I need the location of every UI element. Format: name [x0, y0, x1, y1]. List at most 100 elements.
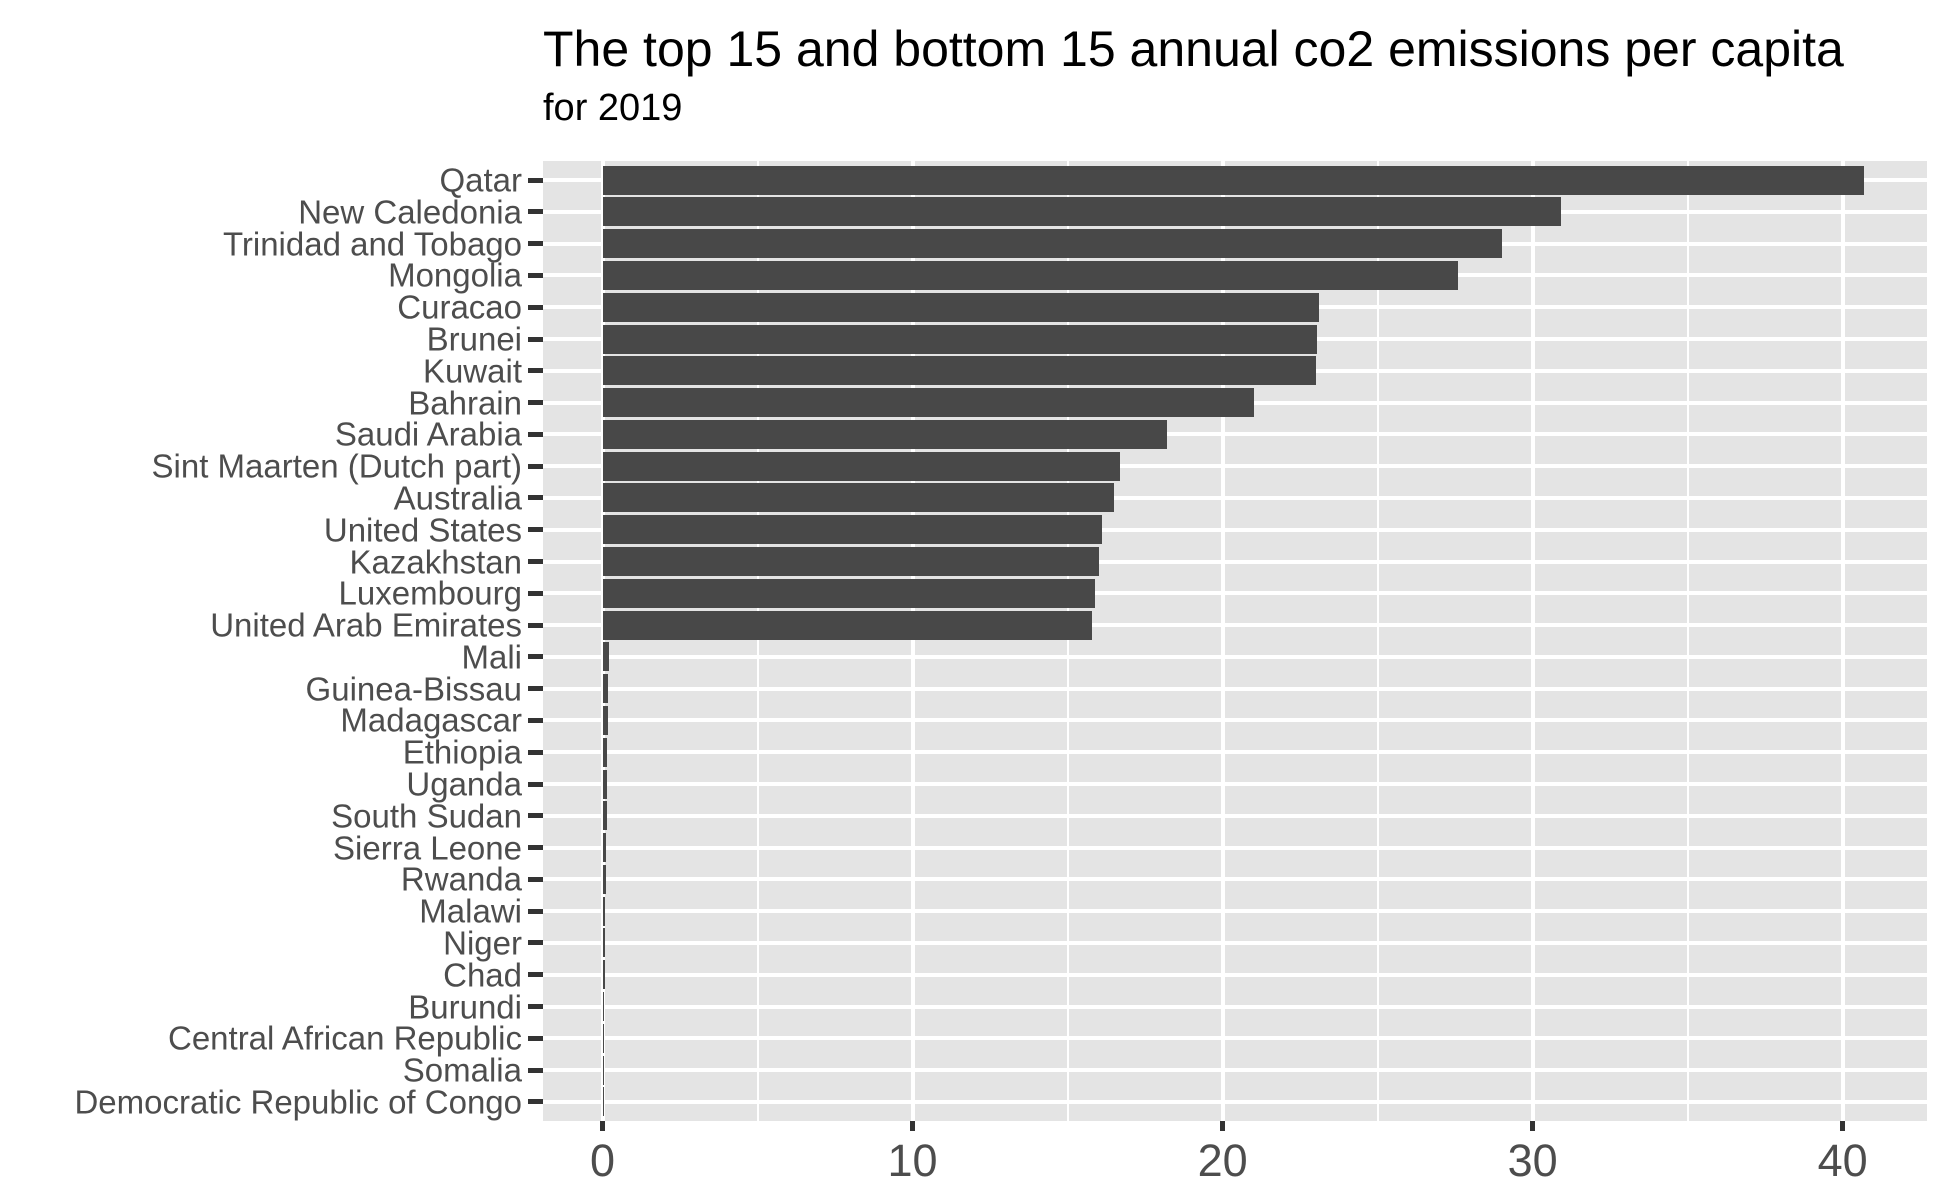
bar [602, 992, 605, 1022]
y-axis-tick [528, 845, 543, 851]
bar [602, 292, 1319, 322]
gridline-major-y [543, 1036, 1927, 1041]
y-axis-tick [528, 304, 543, 310]
bar [602, 1087, 604, 1117]
y-axis-label: Madagascar [340, 701, 522, 739]
y-axis-tick [528, 527, 543, 533]
gridline-major-y [543, 654, 1927, 659]
bar [602, 896, 606, 926]
gridline-major-y [543, 686, 1927, 691]
bar [602, 864, 606, 894]
y-axis-tick [528, 177, 543, 183]
y-axis-label: Trinidad and Tobago [222, 225, 522, 263]
y-axis-label: New Caledonia [298, 193, 522, 231]
gridline-major-y [543, 813, 1927, 818]
y-axis-label: Niger [443, 924, 522, 962]
chart-subtitle: for 2019 [543, 87, 683, 129]
gridline-minor-x [1376, 161, 1379, 1121]
bar [602, 1055, 604, 1085]
y-axis-label: Kuwait [422, 352, 522, 390]
y-axis-label: Rwanda [400, 860, 522, 898]
gridline-major-y [543, 559, 1927, 564]
gridline-minor-x [756, 161, 759, 1121]
gridline-minor-x [1686, 161, 1689, 1121]
y-axis-label: Saudi Arabia [334, 415, 522, 453]
gridline-major-y [543, 782, 1927, 787]
y-axis-tick [528, 209, 543, 215]
bar [602, 260, 1459, 290]
y-axis-tick [528, 686, 543, 692]
x-axis-tick [1840, 1121, 1846, 1131]
x-axis-tick-label: 30 [1507, 1135, 1558, 1186]
y-axis-label: Kazakhstan [349, 543, 522, 581]
gridline-major-y [543, 623, 1927, 628]
gridline-major-x [1220, 161, 1225, 1121]
x-axis-tick [600, 1121, 606, 1131]
y-axis-tick [528, 908, 543, 914]
gridline-major-y [543, 495, 1927, 500]
bar [602, 833, 606, 863]
y-axis-tick [528, 1067, 543, 1073]
x-axis-tick-label: 0 [590, 1135, 616, 1186]
gridline-major-x [910, 161, 915, 1121]
y-axis-tick [528, 431, 543, 437]
gridline-major-y [543, 464, 1927, 469]
gridline-major-y [543, 591, 1927, 596]
gridline-major-y [543, 909, 1927, 914]
x-axis-tick [910, 1121, 916, 1131]
bar [602, 388, 1254, 418]
y-axis-tick [528, 241, 543, 247]
y-axis-label: Chad [443, 956, 522, 994]
bar [602, 515, 1102, 545]
bar [602, 1023, 605, 1053]
y-axis-tick [528, 972, 543, 978]
y-axis-label: Central African Republic [167, 1019, 522, 1057]
bar [602, 483, 1115, 513]
x-axis-tick-label: 10 [887, 1135, 938, 1186]
chart-title: The top 15 and bottom 15 annual co2 emis… [543, 21, 1844, 77]
y-axis-tick [528, 495, 543, 501]
y-axis-label: Democratic Republic of Congo [74, 1083, 522, 1121]
y-axis-tick [528, 1099, 543, 1105]
y-axis-label: Guinea-Bissau [305, 670, 522, 708]
y-axis-tick [528, 749, 543, 755]
bar [602, 547, 1099, 577]
y-axis-tick [528, 1035, 543, 1041]
y-axis-tick [528, 559, 543, 565]
gridline-major-y [543, 527, 1927, 532]
y-axis-label: Luxembourg [338, 574, 522, 612]
bar [602, 229, 1502, 259]
y-axis-label: Mongolia [388, 256, 522, 294]
gridline-major-y [543, 845, 1927, 850]
y-axis-tick [528, 813, 543, 819]
y-axis-tick [528, 272, 543, 278]
bar [602, 578, 1096, 608]
y-axis-tick [528, 368, 543, 374]
gridline-major-x [1840, 161, 1845, 1121]
bar [602, 419, 1167, 449]
y-axis-label: Sierra Leone [333, 829, 522, 867]
y-axis-label: Sint Maarten (Dutch part) [151, 447, 522, 485]
y-axis-label: Ethiopia [402, 733, 522, 771]
bar [602, 356, 1316, 386]
y-axis-tick [528, 654, 543, 660]
x-axis-tick [1220, 1121, 1226, 1131]
y-axis-label: Malawi [419, 892, 522, 930]
bar [602, 769, 607, 799]
gridline-major-y [543, 1004, 1927, 1009]
y-axis-label: South Sudan [331, 797, 522, 835]
y-axis-tick [528, 781, 543, 787]
bar [602, 165, 1865, 195]
y-axis-label: Curacao [397, 288, 522, 326]
y-axis-tick [528, 336, 543, 342]
gridline-major-y [543, 1099, 1927, 1104]
bar [602, 960, 605, 990]
y-axis-label: Australia [393, 479, 522, 517]
x-axis-tick [1530, 1121, 1536, 1131]
plot-panel [543, 161, 1927, 1121]
bar [602, 451, 1121, 481]
y-axis-label: Bahrain [408, 384, 522, 422]
y-axis-label: Brunei [426, 320, 522, 358]
y-axis-label: Qatar [439, 161, 522, 199]
